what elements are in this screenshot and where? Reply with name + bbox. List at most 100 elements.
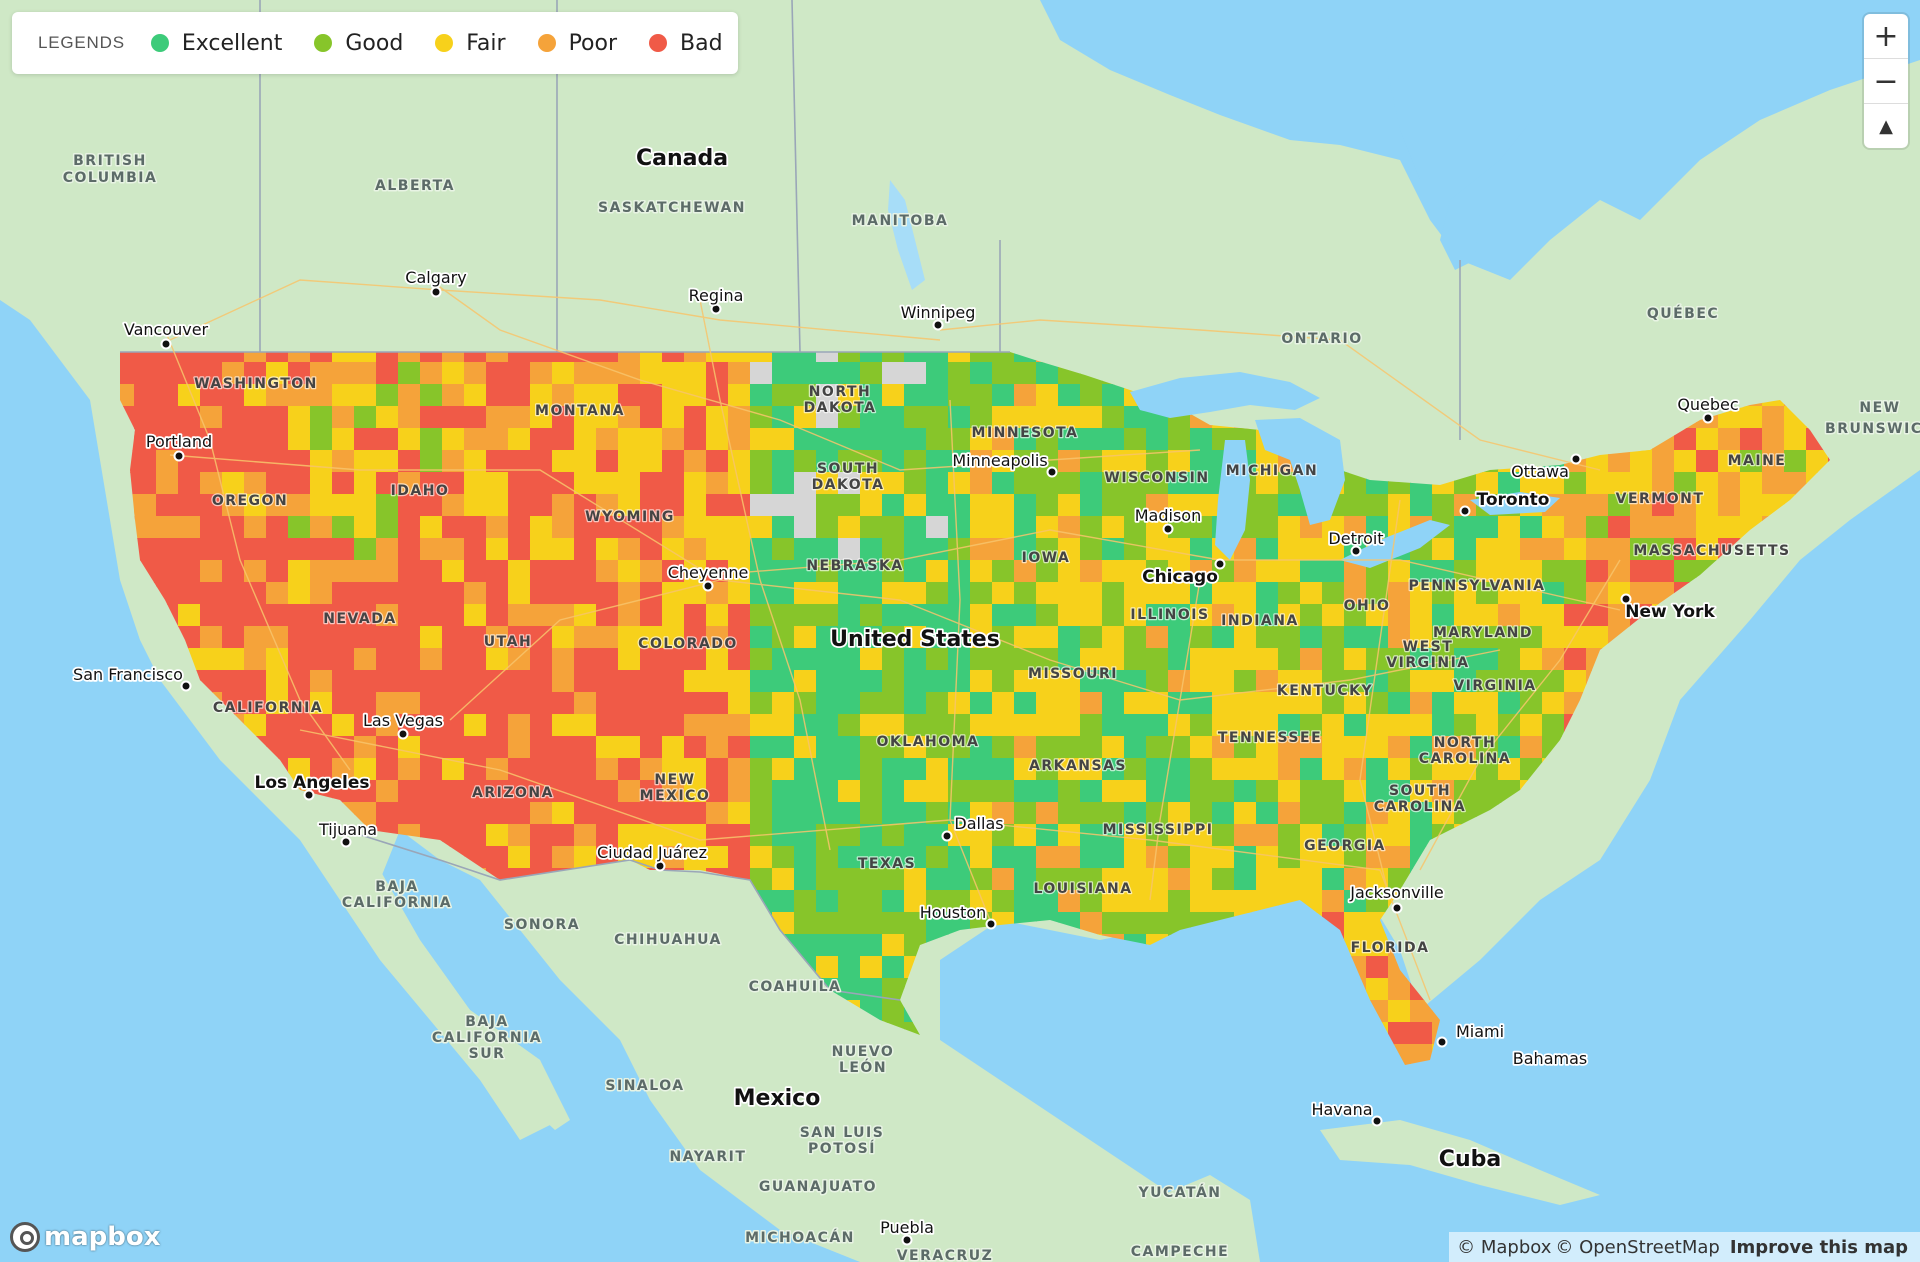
county-cell[interactable] <box>882 604 905 627</box>
county-cell[interactable] <box>1102 956 1125 979</box>
county-cell[interactable] <box>354 956 377 979</box>
county-cell[interactable] <box>1652 824 1675 847</box>
county-cell[interactable] <box>1278 934 1301 957</box>
county-cell[interactable] <box>552 362 575 385</box>
county-cell[interactable] <box>882 912 905 935</box>
county-cell[interactable] <box>1828 802 1851 825</box>
county-cell[interactable] <box>1454 1066 1477 1089</box>
county-cell[interactable] <box>508 692 531 715</box>
county-cell[interactable] <box>860 516 883 539</box>
county-cell[interactable] <box>618 736 641 759</box>
county-cell[interactable] <box>244 582 267 605</box>
county-cell[interactable] <box>1564 890 1587 913</box>
county-cell[interactable] <box>662 648 685 671</box>
county-cell[interactable] <box>640 626 663 649</box>
county-cell[interactable] <box>376 604 399 627</box>
county-cell[interactable] <box>948 516 971 539</box>
county-cell[interactable] <box>1410 604 1433 627</box>
county-cell[interactable] <box>574 516 597 539</box>
county-cell[interactable] <box>1124 604 1147 627</box>
county-cell[interactable] <box>464 494 487 517</box>
county-cell[interactable] <box>1168 516 1191 539</box>
county-cell[interactable] <box>1234 890 1257 913</box>
county-cell[interactable] <box>1762 648 1785 671</box>
county-cell[interactable] <box>1344 758 1367 781</box>
county-cell[interactable] <box>1014 472 1037 495</box>
county-cell[interactable] <box>904 736 927 759</box>
county-cell[interactable] <box>266 340 289 363</box>
county-cell[interactable] <box>1014 626 1037 649</box>
county-cell[interactable] <box>772 824 795 847</box>
county-cell[interactable] <box>816 956 839 979</box>
county-cell[interactable] <box>1828 1000 1851 1023</box>
county-cell[interactable] <box>948 780 971 803</box>
county-cell[interactable] <box>332 692 355 715</box>
county-cell[interactable] <box>596 450 619 473</box>
county-cell[interactable] <box>244 956 267 979</box>
county-cell[interactable] <box>1102 582 1125 605</box>
county-cell[interactable] <box>134 406 157 429</box>
county-cell[interactable] <box>1344 670 1367 693</box>
county-cell[interactable] <box>288 934 311 957</box>
county-cell[interactable] <box>882 758 905 781</box>
county-cell[interactable] <box>1278 494 1301 517</box>
county-cell[interactable] <box>618 384 641 407</box>
county-cell[interactable] <box>1102 472 1125 495</box>
county-cell[interactable] <box>354 340 377 363</box>
county-cell[interactable] <box>1256 956 1279 979</box>
county-cell[interactable] <box>1146 450 1169 473</box>
county-cell[interactable] <box>750 450 773 473</box>
county-cell[interactable] <box>948 890 971 913</box>
county-cell[interactable] <box>354 714 377 737</box>
county-cell[interactable] <box>530 802 553 825</box>
county-cell[interactable] <box>244 890 267 913</box>
county-cell[interactable] <box>1124 978 1147 1001</box>
compass-button[interactable]: ▲ <box>1864 104 1908 148</box>
county-cell[interactable] <box>838 846 861 869</box>
county-cell[interactable] <box>1850 934 1873 957</box>
county-cell[interactable] <box>1718 1066 1741 1089</box>
county-cell[interactable] <box>1476 780 1499 803</box>
county-cell[interactable] <box>376 1066 399 1089</box>
county-cell[interactable] <box>904 714 927 737</box>
county-cell[interactable] <box>772 692 795 715</box>
county-cell[interactable] <box>310 956 333 979</box>
county-cell[interactable] <box>310 428 333 451</box>
county-cell[interactable] <box>618 604 641 627</box>
county-cell[interactable] <box>1344 472 1367 495</box>
county-cell[interactable] <box>860 626 883 649</box>
county-cell[interactable] <box>1652 1066 1675 1089</box>
county-cell[interactable] <box>1300 780 1323 803</box>
county-cell[interactable] <box>508 670 531 693</box>
county-cell[interactable] <box>794 824 817 847</box>
county-cell[interactable] <box>1344 890 1367 913</box>
city-marker-cheyenne[interactable] <box>702 580 714 592</box>
county-cell[interactable] <box>1762 406 1785 429</box>
county-cell[interactable] <box>156 1000 179 1023</box>
county-cell[interactable] <box>860 736 883 759</box>
county-cell[interactable] <box>1608 956 1631 979</box>
county-cell[interactable] <box>332 472 355 495</box>
county-cell[interactable] <box>1718 494 1741 517</box>
county-cell[interactable] <box>1102 758 1125 781</box>
county-cell[interactable] <box>838 340 861 363</box>
county-cell[interactable] <box>1036 802 1059 825</box>
county-cell[interactable] <box>684 780 707 803</box>
county-cell[interactable] <box>1696 494 1719 517</box>
county-cell[interactable] <box>816 780 839 803</box>
county-cell[interactable] <box>992 1044 1015 1067</box>
county-cell[interactable] <box>1630 912 1653 935</box>
county-cell[interactable] <box>1102 494 1125 517</box>
county-cell[interactable] <box>1300 1044 1323 1067</box>
county-cell[interactable] <box>772 362 795 385</box>
city-marker-new-york[interactable] <box>1620 593 1632 605</box>
county-cell[interactable] <box>662 340 685 363</box>
county-cell[interactable] <box>838 538 861 561</box>
county-cell[interactable] <box>552 648 575 671</box>
county-cell[interactable] <box>1278 1044 1301 1067</box>
county-cell[interactable] <box>420 560 443 583</box>
county-cell[interactable] <box>1080 1000 1103 1023</box>
county-cell[interactable] <box>1432 758 1455 781</box>
county-cell[interactable] <box>772 582 795 605</box>
